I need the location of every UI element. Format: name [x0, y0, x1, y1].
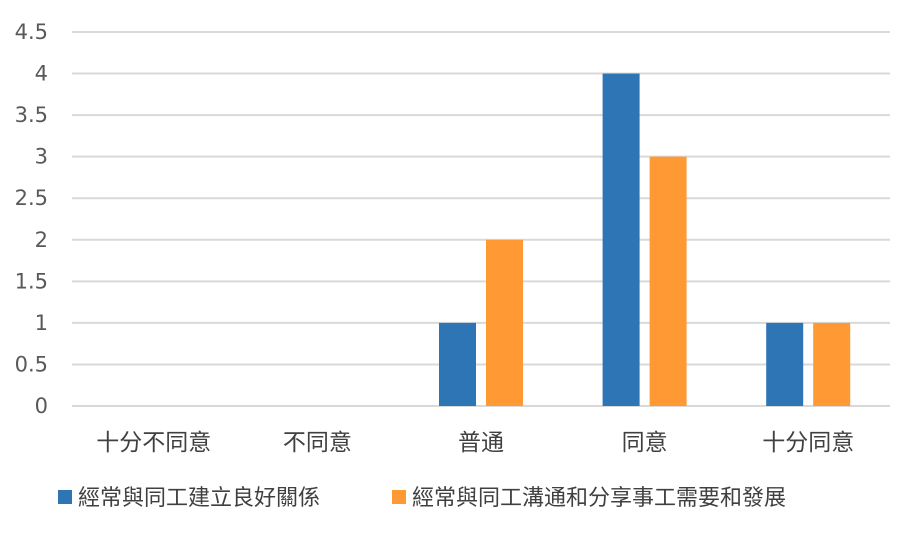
y-tick-label: 2: [35, 228, 48, 252]
legend: 經常與同工建立良好關係 經常與同工溝通和分享事工需要和發展: [58, 486, 786, 511]
y-tick-label: 3.5: [15, 103, 48, 127]
bar-series-1-2: [486, 239, 523, 406]
bar-series-0-2: [439, 322, 476, 406]
bar-series-1-3: [649, 156, 687, 406]
bar-series-1-4: [813, 322, 851, 406]
legend-label: 經常與同工溝通和分享事工需要和發展: [412, 486, 786, 511]
y-tick-label: 3: [35, 145, 48, 169]
y-tick-label: 0: [35, 394, 48, 418]
gridlines: [72, 31, 890, 407]
bar-series-0-4: [766, 322, 804, 406]
y-tick-label: 1.5: [15, 269, 48, 293]
y-tick-label: 1: [35, 311, 48, 335]
legend-swatch: [392, 490, 406, 504]
x-category-label: 不同意: [283, 430, 352, 456]
x-category-label: 同意: [622, 430, 668, 456]
legend-label: 經常與同工建立良好關係: [78, 486, 320, 511]
y-tick-label: 2.5: [15, 186, 48, 210]
bar-series-0-3: [602, 73, 640, 407]
x-category-label: 普通: [458, 430, 504, 456]
y-tick-label: 4.5: [15, 20, 48, 44]
x-category-label: 十分同意: [762, 430, 854, 456]
x-axis-category-labels: 十分不同意 不同意 普通 同意 十分同意: [96, 430, 854, 456]
x-category-label: 十分不同意: [96, 430, 211, 456]
legend-swatch: [58, 490, 72, 504]
y-tick-label: 4: [35, 62, 48, 86]
bars: [439, 73, 851, 407]
y-axis-tick-labels: 0 0.5 1 1.5 2 2.5 3 3.5 4 4.5: [15, 20, 48, 418]
y-tick-label: 0.5: [15, 352, 48, 376]
